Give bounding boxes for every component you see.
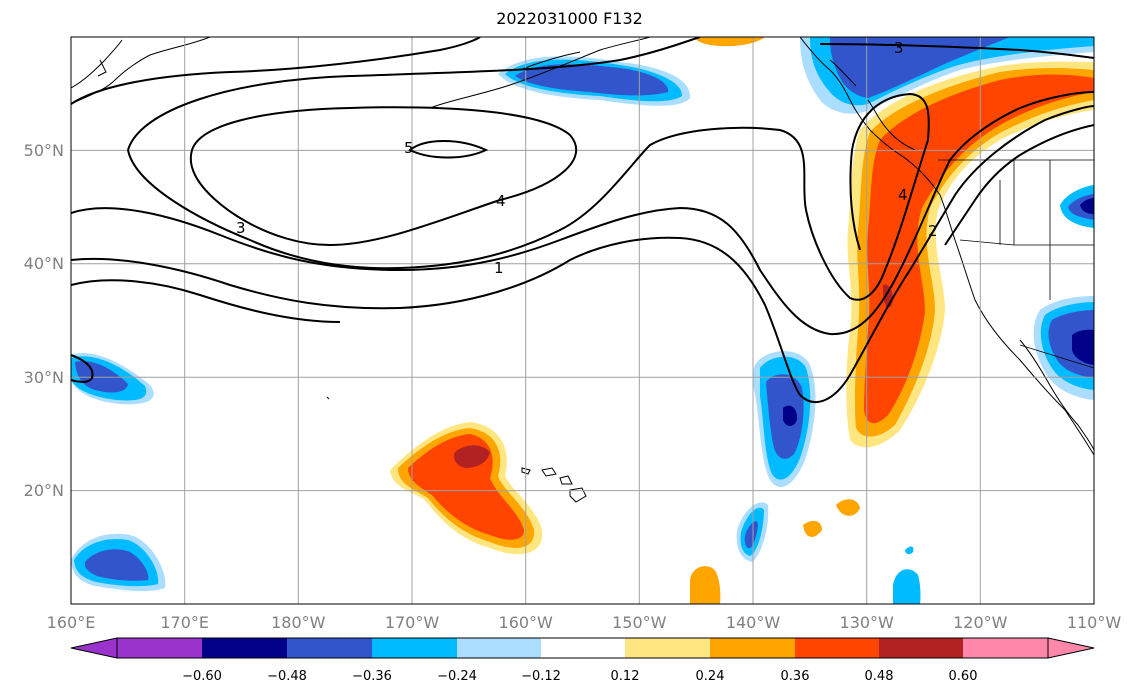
colorbar-segment	[541, 638, 625, 658]
colorbar-segment	[287, 638, 372, 658]
colorbar-tick-label: −0.48	[267, 669, 307, 684]
lat-label: 40°N	[24, 254, 64, 273]
colorbar-segment	[372, 638, 457, 658]
map-content: 5 4 3 1 3 4 2	[71, 37, 1094, 604]
contour-label-4-east: 4	[898, 186, 908, 204]
map-frame	[70, 36, 1095, 605]
colorbar-tick-label: −0.24	[437, 669, 477, 684]
colorbar-segment	[117, 638, 202, 658]
colorbar-segment	[457, 638, 541, 658]
colorbar-tick-label: 0.48	[865, 669, 894, 684]
contour-label-3-north: 3	[894, 39, 904, 57]
lon-label: 120°W	[953, 613, 1008, 632]
lon-label: 150°W	[612, 613, 667, 632]
colorbar-segment	[879, 638, 963, 658]
colorbar-frame	[116, 637, 1049, 659]
lat-label: 20°N	[24, 481, 64, 500]
colorbar-segment	[710, 638, 795, 658]
lon-label: 140°W	[726, 613, 781, 632]
lon-label: 110°W	[1067, 613, 1122, 632]
colorbar-tick-label: 0.24	[696, 669, 725, 684]
contour-lines	[71, 37, 1094, 404]
lon-label: 170°E	[160, 613, 209, 632]
latitude-labels: 50°N 40°N 30°N 20°N	[24, 141, 64, 500]
lat-label: 50°N	[24, 141, 64, 160]
colorbar-extend-max	[1047, 637, 1095, 659]
contour-labels: 5 4 3 1 3 4 2	[236, 39, 938, 277]
contour-label-4: 4	[496, 192, 506, 210]
longitude-labels: 160°E 170°E 180°W 170°W 160°W 150°W 140°…	[47, 613, 1122, 632]
lon-label: 130°W	[840, 613, 895, 632]
colorbar-tick-label: −0.36	[352, 669, 392, 684]
colorbar-segment	[963, 638, 1048, 658]
contour-label-2: 2	[928, 222, 938, 240]
lon-label: 180°W	[271, 613, 326, 632]
colorbar-segment	[625, 638, 710, 658]
colorbar-segment	[202, 638, 287, 658]
colorbar-segment	[795, 638, 879, 658]
colorbar-tick-label: 0.36	[781, 669, 810, 684]
colorbar-tick-label: −0.12	[521, 669, 561, 684]
political-borders	[938, 159, 1094, 369]
lon-label: 160°W	[499, 613, 554, 632]
contour-label-5: 5	[404, 139, 414, 157]
contour-label-3: 3	[236, 219, 246, 237]
lon-label: 160°E	[47, 613, 96, 632]
lon-label: 170°W	[385, 613, 440, 632]
colorbar-tick-label: 0.60	[949, 669, 978, 684]
map-title: 2022031000 F132	[496, 9, 643, 28]
lat-label: 30°N	[24, 368, 64, 387]
colorbar-tick-label: −0.60	[182, 669, 222, 684]
colorbar: −0.60 −0.48 −0.36 −0.24 −0.12 0.12 0.24 …	[70, 637, 1095, 684]
colorbar-extend-min	[70, 637, 118, 659]
contour-label-1: 1	[494, 259, 504, 277]
colorbar-tick-label: 0.12	[611, 669, 640, 684]
